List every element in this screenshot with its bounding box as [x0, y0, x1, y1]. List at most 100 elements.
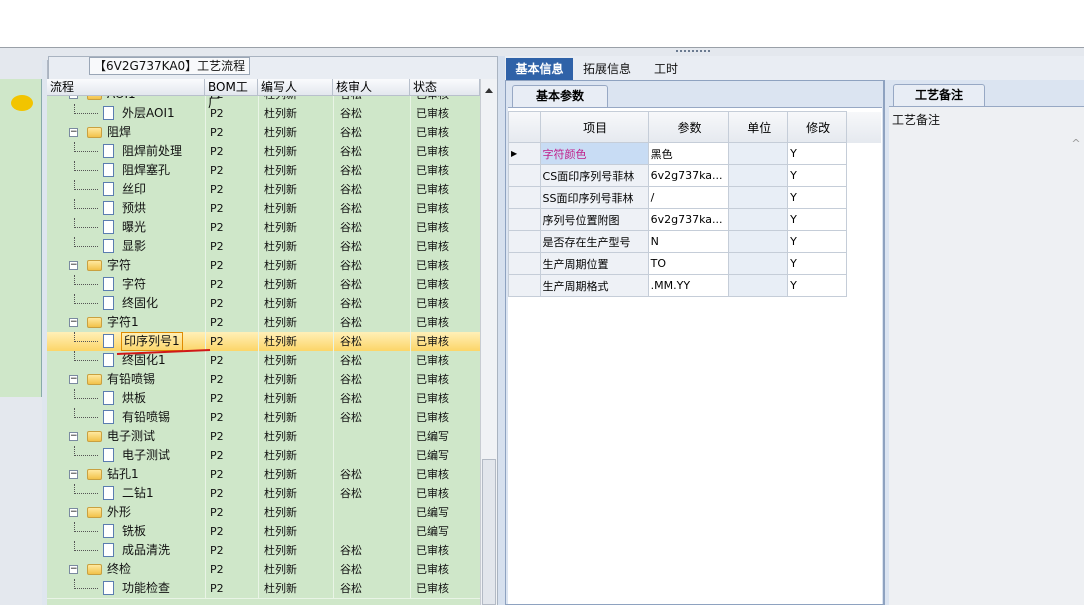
tree-cell: 已审核 [416, 164, 449, 177]
tree-cell: 杜列新 [264, 354, 297, 367]
scrollbar[interactable] [480, 79, 497, 605]
tree-cell: 杜列新 [264, 202, 297, 215]
tree-cell: 已审核 [416, 259, 449, 272]
tree-cell: 杜列新 [264, 183, 297, 196]
expand-toggle[interactable]: − [69, 127, 78, 137]
tree-cell: 谷松 [340, 544, 362, 557]
tree-row[interactable]: 成品清洗 P2 杜列新 谷松 已审核 [47, 541, 481, 561]
tree-cell: 杜列新 [264, 544, 297, 557]
subtab[interactable]: 基本参数 [512, 85, 608, 107]
expand-toggle[interactable]: − [69, 431, 78, 441]
tree-cell: 已审核 [416, 392, 449, 405]
tree-row[interactable]: − 字符 P2 杜列新 谷松 已审核 [47, 256, 481, 276]
param-value: 黑色 [647, 142, 730, 165]
row-indicator [508, 252, 541, 275]
tree-cell: 杜列新 [264, 145, 297, 158]
expand-toggle[interactable]: − [69, 317, 78, 327]
tree-line [74, 351, 98, 361]
tree-cell: 已审核 [416, 107, 449, 120]
column-header: 单位 [728, 111, 789, 143]
tree-cell: 已审核 [416, 183, 449, 196]
param-row[interactable]: 生产周期格式 .MM.YY Y [508, 274, 882, 297]
expand-toggle[interactable]: − [69, 469, 78, 479]
tree-label: 成品清洗 [122, 543, 171, 557]
tree-cell: 杜列新 [264, 582, 297, 595]
header-row: 项目 参数 单位 修改 [508, 111, 882, 143]
cell-border [47, 237, 206, 256]
notes-body: 工艺备注 ^ [889, 106, 1084, 605]
expand-toggle[interactable]: − [69, 507, 78, 517]
param-value: 6v2g737ka... [647, 164, 730, 187]
tree-cell: P2 [210, 392, 224, 405]
tree-label: 外形 [107, 505, 132, 519]
row-indicator [508, 274, 541, 297]
param-unit [728, 252, 789, 275]
tree-cell: 谷松 [340, 392, 362, 405]
cell-border [47, 408, 206, 427]
splitter-grip[interactable] [676, 50, 710, 53]
param-row[interactable]: CS面印序列号菲林 6v2g737ka... Y [508, 164, 882, 187]
cell-border [205, 256, 259, 275]
doc-icon [103, 163, 114, 177]
param-modified: Y [787, 252, 848, 275]
tree-row[interactable]: − 钻孔1 P2 杜列新 谷松 已审核 [47, 465, 481, 485]
expand-toggle[interactable]: − [69, 564, 78, 574]
tree-row[interactable]: − 终检 P2 杜列新 谷松 已审核 [47, 560, 481, 580]
tree-label: 阻焊 [107, 125, 132, 139]
tree-cell: 谷松 [340, 145, 362, 158]
cell-border [205, 313, 259, 332]
tree-cell: 谷松 [340, 107, 362, 120]
tree-row[interactable]: − 阻焊 P2 杜列新 谷松 已审核 [47, 123, 481, 143]
cell-border [258, 256, 334, 275]
cell-border [205, 142, 259, 161]
tab[interactable]: 基本信息 [506, 58, 573, 80]
splitter[interactable] [497, 56, 505, 605]
tree-cell: P2 [210, 183, 224, 196]
doc-icon [103, 524, 114, 538]
param-row[interactable]: 序列号位置附图 6v2g737ka... Y [508, 208, 882, 231]
tree-label: 烘板 [122, 391, 147, 405]
chat-icon[interactable] [11, 95, 33, 111]
param-row[interactable]: SS面印序列号菲林 / Y [508, 186, 882, 209]
param-unit [728, 142, 789, 165]
cell-border [333, 351, 411, 370]
tree-cell: 已审核 [416, 297, 449, 310]
cell-border [258, 123, 334, 142]
tree-label: 有铅喷锡 [107, 372, 156, 386]
cell-border [258, 199, 334, 218]
tree-cell: 杜列新 [264, 164, 297, 177]
tree-cell: P2 [210, 240, 224, 253]
expand-toggle[interactable]: − [69, 374, 78, 384]
cell-border [258, 484, 334, 503]
param-row[interactable]: ▶ 字符颜色 黑色 Y [508, 142, 882, 165]
param-row[interactable]: 生产周期位置 TO Y [508, 252, 882, 275]
cell-border [47, 541, 206, 560]
tree-row[interactable]: 字符 P2 杜列新 谷松 已审核 [47, 275, 481, 295]
tree-row[interactable]: 曝光 P2 杜列新 谷松 已审核 [47, 218, 481, 238]
cell-border [258, 180, 334, 199]
cell-border [47, 484, 206, 503]
notes-tab[interactable]: 工艺备注 [893, 84, 985, 106]
tree-cell: P2 [210, 544, 224, 557]
expand-toggle[interactable]: − [69, 260, 78, 270]
tree-row[interactable]: 终固化 P2 杜列新 谷松 已审核 [47, 294, 481, 314]
cell-border [333, 161, 411, 180]
tab[interactable]: 工时 [653, 62, 678, 76]
tree-cell: 谷松 [340, 240, 362, 253]
tree-label: 字符1 [107, 315, 139, 329]
tree-label: 显影 [122, 239, 147, 253]
param-row[interactable]: 是否存在生产型号 N Y [508, 230, 882, 253]
tab[interactable]: 拓展信息 [582, 62, 631, 76]
cell-border [205, 560, 259, 579]
param-unit [728, 186, 789, 209]
tree-row[interactable]: − 外形 P2 杜列新 已编写 [47, 503, 481, 523]
tab-strip: 基本信息 拓展信息 工时 [505, 56, 1084, 80]
cell-border [47, 218, 206, 237]
tree-cell: 谷松 [340, 126, 362, 139]
tree-cell: P2 [210, 202, 224, 215]
notes-scroll[interactable]: ^ [1071, 137, 1081, 150]
notes-label: 工艺备注 [892, 113, 941, 127]
scroll-up[interactable] [485, 84, 493, 93]
cell-border [205, 484, 259, 503]
